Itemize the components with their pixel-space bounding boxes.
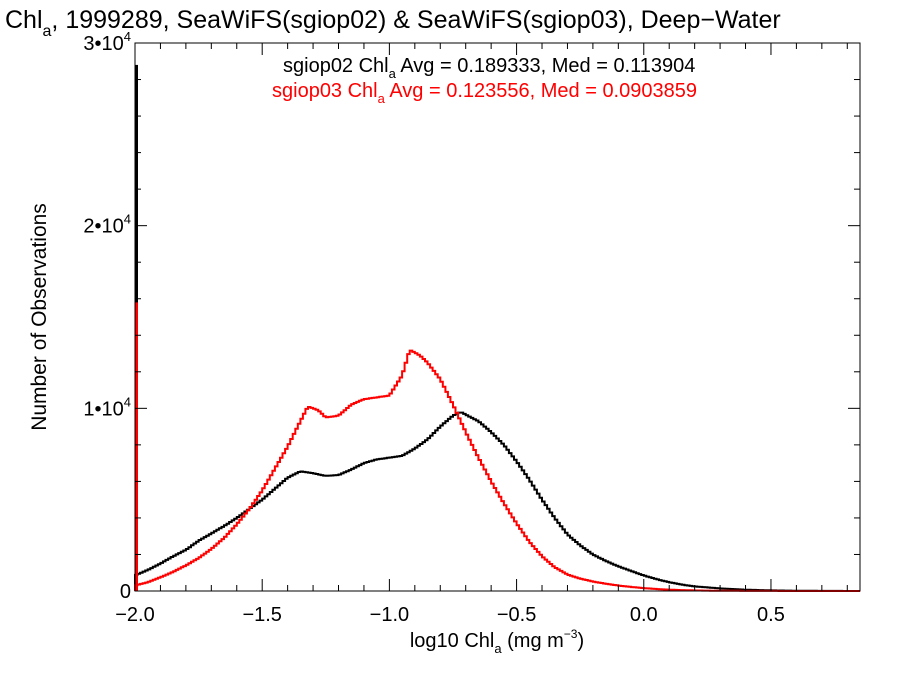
legend-entry-sgiop03: sgiop03 Chla Avg = 0.123556, Med = 0.090… <box>272 80 697 106</box>
x-axis-label: log10 Chla (mg m−3) <box>410 627 584 656</box>
y-tick-label: 3•104 <box>83 29 131 55</box>
x-tick-label: −1.0 <box>370 604 409 626</box>
y-tick-label: 2•104 <box>83 212 131 238</box>
series-line-sgiop03 <box>134 349 860 592</box>
x-tick-label: −0.5 <box>497 604 536 626</box>
y-axis-label: Number of Observations <box>28 203 51 431</box>
legend-entry-sgiop02: sgiop02 Chla Avg = 0.189333, Med = 0.113… <box>283 55 695 81</box>
plot-frame <box>134 42 861 592</box>
series-line-sgiop02 <box>134 411 860 592</box>
y-tick-label: 1•104 <box>83 394 131 420</box>
x-tick-label: 0.5 <box>757 604 785 626</box>
chart-title: Chla, 1999289, SeaWiFS(sgiop02) & SeaWiF… <box>5 6 781 40</box>
plot-content <box>134 64 860 592</box>
axis-ticks: −2.0 −1.5 −1.0 −0.5 0.0 0.5 0 1•104 2•104 3•104 <box>83 29 860 626</box>
spike-bar-sgiop03 <box>135 302 138 591</box>
x-tick-label: 0.0 <box>630 604 658 626</box>
x-tick-label: −1.5 <box>242 604 281 626</box>
x-tick-label: −2.0 <box>115 604 154 626</box>
y-tick-label: 0 <box>120 581 131 603</box>
